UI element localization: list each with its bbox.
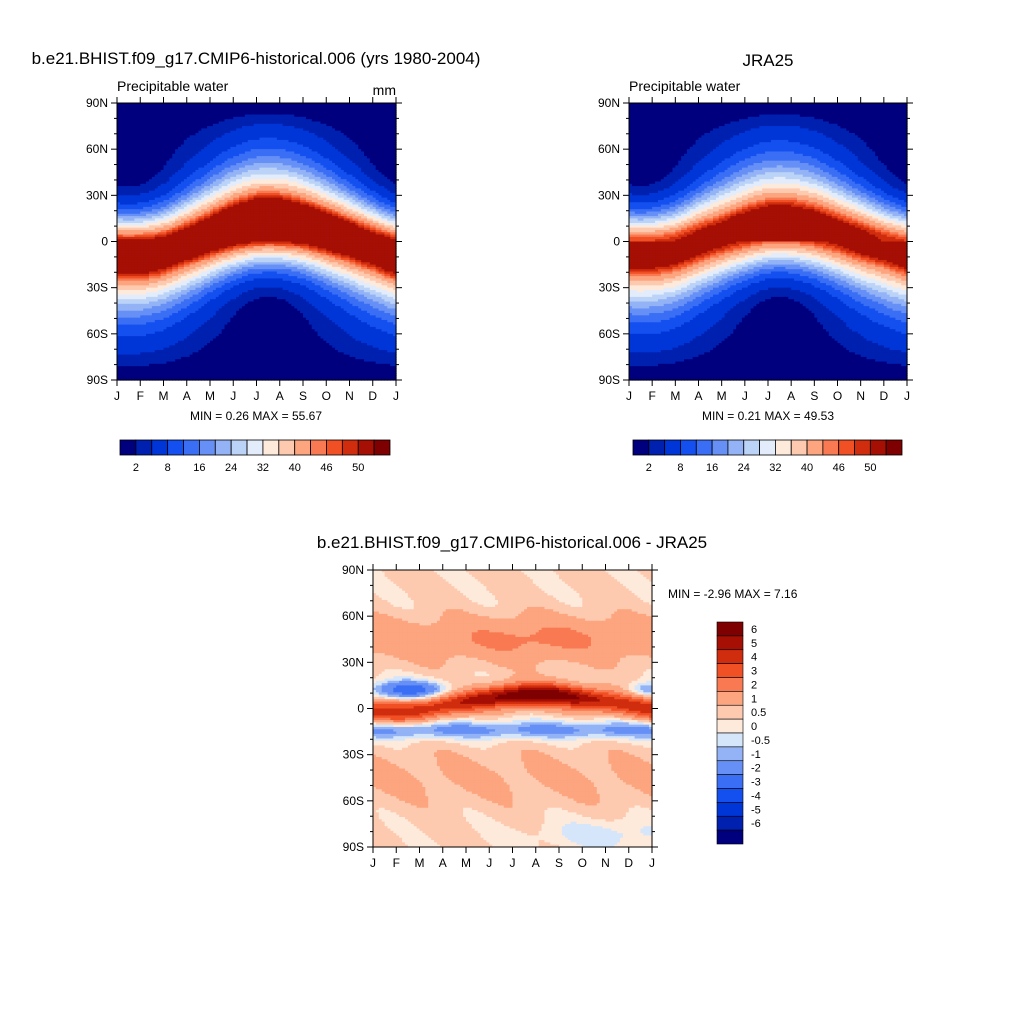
panel-title: b.e21.BHIST.f09_g17.CMIP6-historical.006… xyxy=(32,49,481,68)
panel-model: b.e21.BHIST.f09_g17.CMIP6-historical.006… xyxy=(32,49,481,474)
variable-label: Precipitable water xyxy=(117,78,229,94)
heatmap-field xyxy=(117,103,397,381)
units-label: mm xyxy=(373,82,396,98)
